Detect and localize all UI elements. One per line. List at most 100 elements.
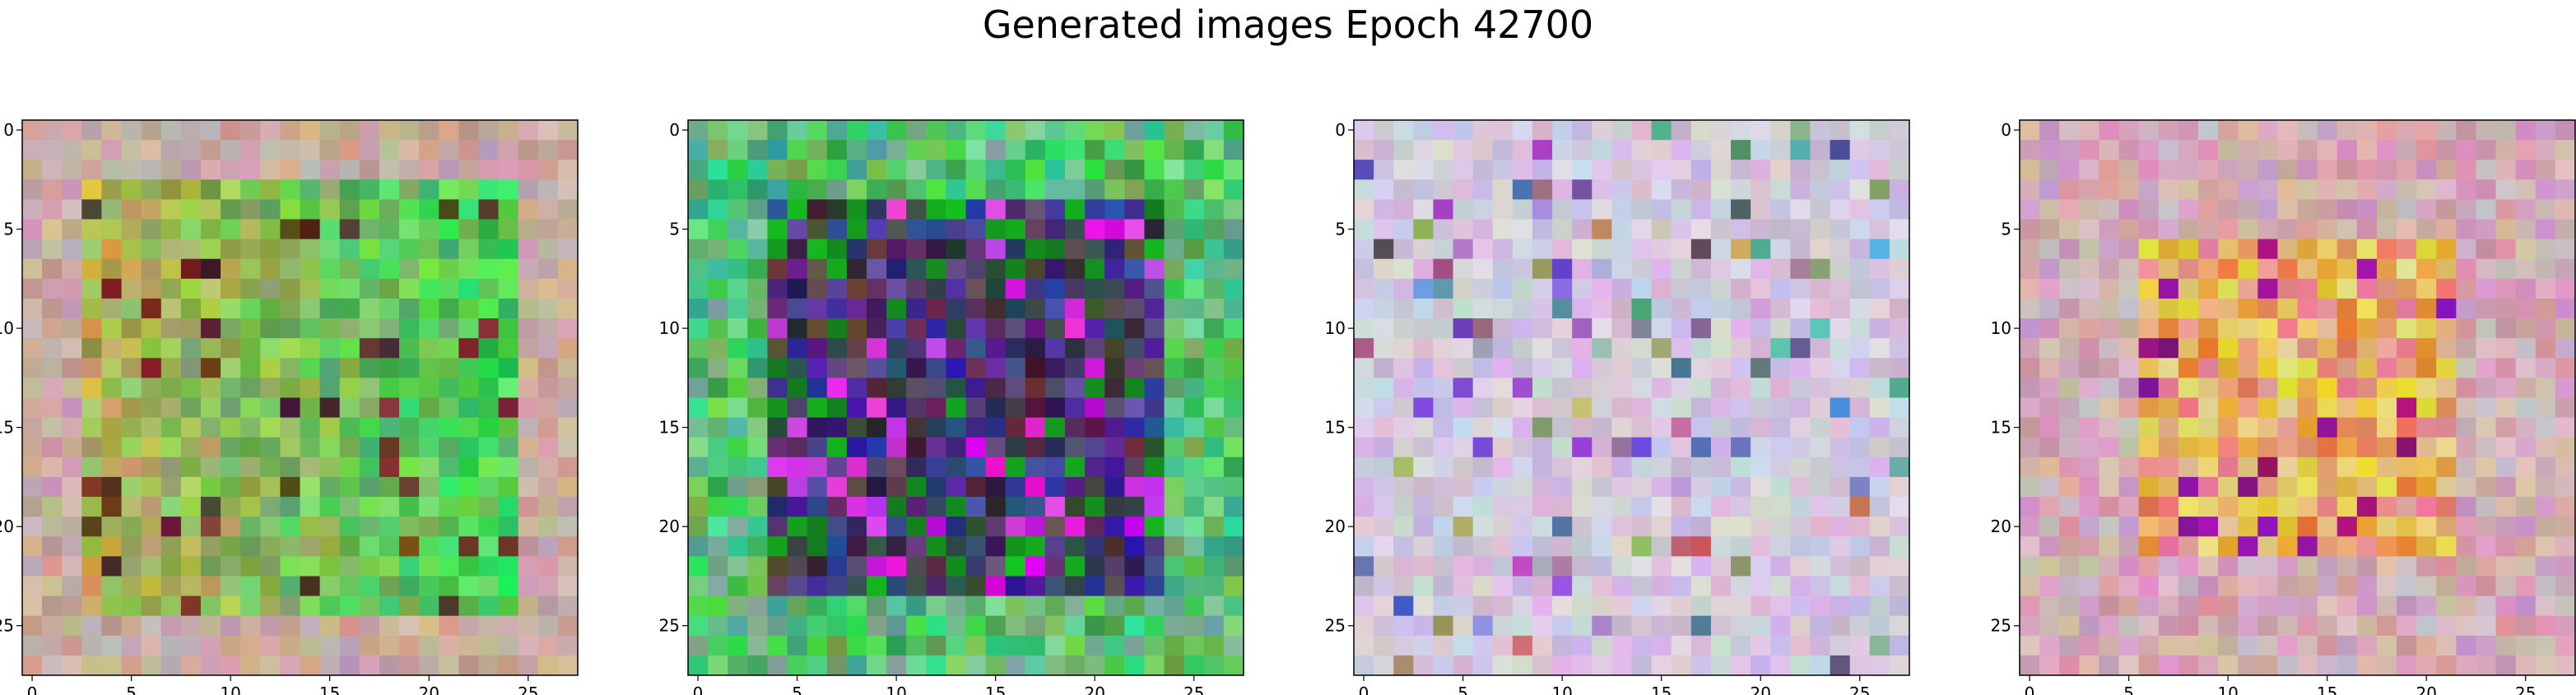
pixel-cell bbox=[2277, 497, 2298, 517]
pixel-cell bbox=[2495, 536, 2517, 557]
pixel-cell bbox=[2079, 338, 2099, 359]
y-tick-label: 10 bbox=[1991, 318, 2011, 338]
pixel-cell bbox=[1830, 160, 1851, 180]
pixel-cell bbox=[1710, 456, 1732, 478]
pixel-cell bbox=[2238, 595, 2258, 617]
pixel-cell bbox=[728, 517, 748, 537]
pixel-cell bbox=[42, 120, 63, 141]
pixel-cell bbox=[557, 655, 579, 676]
pixel-cell bbox=[1374, 378, 1394, 398]
pixel-cell bbox=[2118, 258, 2140, 280]
pixel-cell bbox=[200, 338, 221, 359]
pixel-cell bbox=[557, 318, 579, 339]
pixel-cell bbox=[2039, 536, 2060, 557]
pixel-cell bbox=[2197, 595, 2219, 617]
pixel-cell bbox=[42, 517, 63, 537]
pixel-cell bbox=[747, 397, 768, 419]
pixel-cell bbox=[2297, 338, 2318, 359]
pixel-cell bbox=[886, 476, 907, 498]
pixel-cell bbox=[826, 397, 848, 419]
pixel-cell bbox=[260, 258, 281, 280]
pixel-cell bbox=[747, 655, 768, 676]
pixel-cell bbox=[2158, 536, 2179, 557]
pixel-cell bbox=[688, 517, 709, 537]
pixel-cell bbox=[2416, 635, 2437, 656]
pixel-cell bbox=[2277, 298, 2298, 319]
pixel-cell bbox=[747, 595, 768, 617]
pixel-cell bbox=[319, 456, 341, 478]
pixel-cell bbox=[2416, 595, 2437, 617]
y-tick-label: 25 bbox=[659, 616, 680, 636]
pixel-cell bbox=[1065, 140, 1086, 160]
pixel-cell bbox=[906, 595, 927, 617]
pixel-cell bbox=[1005, 258, 1026, 280]
pixel-cell bbox=[2416, 497, 2437, 517]
pixel-cell bbox=[1770, 219, 1791, 240]
pixel-cell bbox=[747, 140, 768, 160]
pixel-cell bbox=[1532, 517, 1553, 537]
pixel-cell bbox=[2515, 556, 2536, 577]
y-tick-label: 15 bbox=[0, 418, 14, 438]
pixel-cell bbox=[2197, 437, 2219, 458]
pixel-cell bbox=[1453, 318, 1474, 339]
pixel-cell bbox=[1532, 556, 1553, 577]
pixel-cell bbox=[1472, 595, 1494, 617]
pixel-cell bbox=[846, 199, 867, 220]
pixel-cell bbox=[1710, 517, 1732, 537]
pixel-cell bbox=[2376, 497, 2397, 517]
pixel-cell bbox=[498, 358, 519, 378]
pixel-cell bbox=[2118, 556, 2140, 577]
pixel-cell bbox=[1671, 318, 1692, 339]
pixel-cell bbox=[439, 476, 459, 498]
pixel-cell bbox=[2436, 258, 2457, 280]
pixel-cell bbox=[1869, 517, 1890, 537]
pixel-cell bbox=[1611, 318, 1632, 339]
pixel-cell bbox=[2238, 219, 2258, 240]
pixel-cell bbox=[985, 615, 1007, 637]
pixel-cell bbox=[557, 258, 579, 280]
pixel-cell bbox=[1203, 476, 1225, 498]
pixel-cell bbox=[2456, 258, 2476, 280]
pixel-cell bbox=[180, 635, 202, 656]
pixel-cell bbox=[280, 576, 300, 596]
pixel-cell bbox=[1751, 536, 1771, 557]
pixel-cell bbox=[747, 179, 768, 200]
pixel-cell bbox=[985, 160, 1007, 180]
pixel-cell bbox=[81, 576, 102, 596]
pixel-cell bbox=[200, 278, 221, 299]
pixel-cell bbox=[1611, 476, 1632, 498]
pixel-cell bbox=[2099, 437, 2119, 458]
pixel-cell bbox=[101, 378, 122, 398]
pixel-cell bbox=[1085, 576, 1105, 596]
pixel-cell bbox=[2297, 456, 2318, 478]
pixel-cell bbox=[1552, 318, 1573, 339]
pixel-cell bbox=[1005, 635, 1026, 656]
pixel-cell bbox=[2277, 278, 2298, 299]
pixel-cell bbox=[498, 278, 519, 299]
pixel-cell bbox=[1433, 476, 1453, 498]
pixel-cell bbox=[767, 615, 788, 637]
y-tick-label: 20 bbox=[659, 517, 680, 536]
pixel-cell bbox=[42, 239, 63, 260]
pixel-cell bbox=[2456, 556, 2476, 577]
pixel-cell bbox=[2456, 199, 2476, 220]
pixel-cell bbox=[946, 378, 966, 398]
pixel-cell bbox=[1453, 358, 1474, 378]
pixel-cell bbox=[826, 655, 848, 676]
pixel-cell bbox=[1849, 556, 1871, 577]
pixel-cell bbox=[2376, 358, 2397, 378]
pixel-cell bbox=[1790, 199, 1811, 220]
pixel-cell bbox=[1354, 417, 1374, 438]
pixel-cell bbox=[2515, 160, 2536, 180]
pixel-cell bbox=[1592, 476, 1612, 498]
pixel-cell bbox=[81, 476, 102, 498]
pixel-cell bbox=[2436, 239, 2457, 260]
x-tick-label: 20 bbox=[2416, 683, 2436, 695]
pixel-cell bbox=[1453, 298, 1474, 319]
pixel-cell bbox=[280, 120, 300, 141]
pixel-cell bbox=[319, 298, 341, 319]
pixel-cell bbox=[1710, 635, 1732, 656]
pixel-cell bbox=[2099, 338, 2119, 359]
pixel-cell bbox=[1889, 497, 1910, 517]
pixel-cell bbox=[1413, 318, 1434, 339]
